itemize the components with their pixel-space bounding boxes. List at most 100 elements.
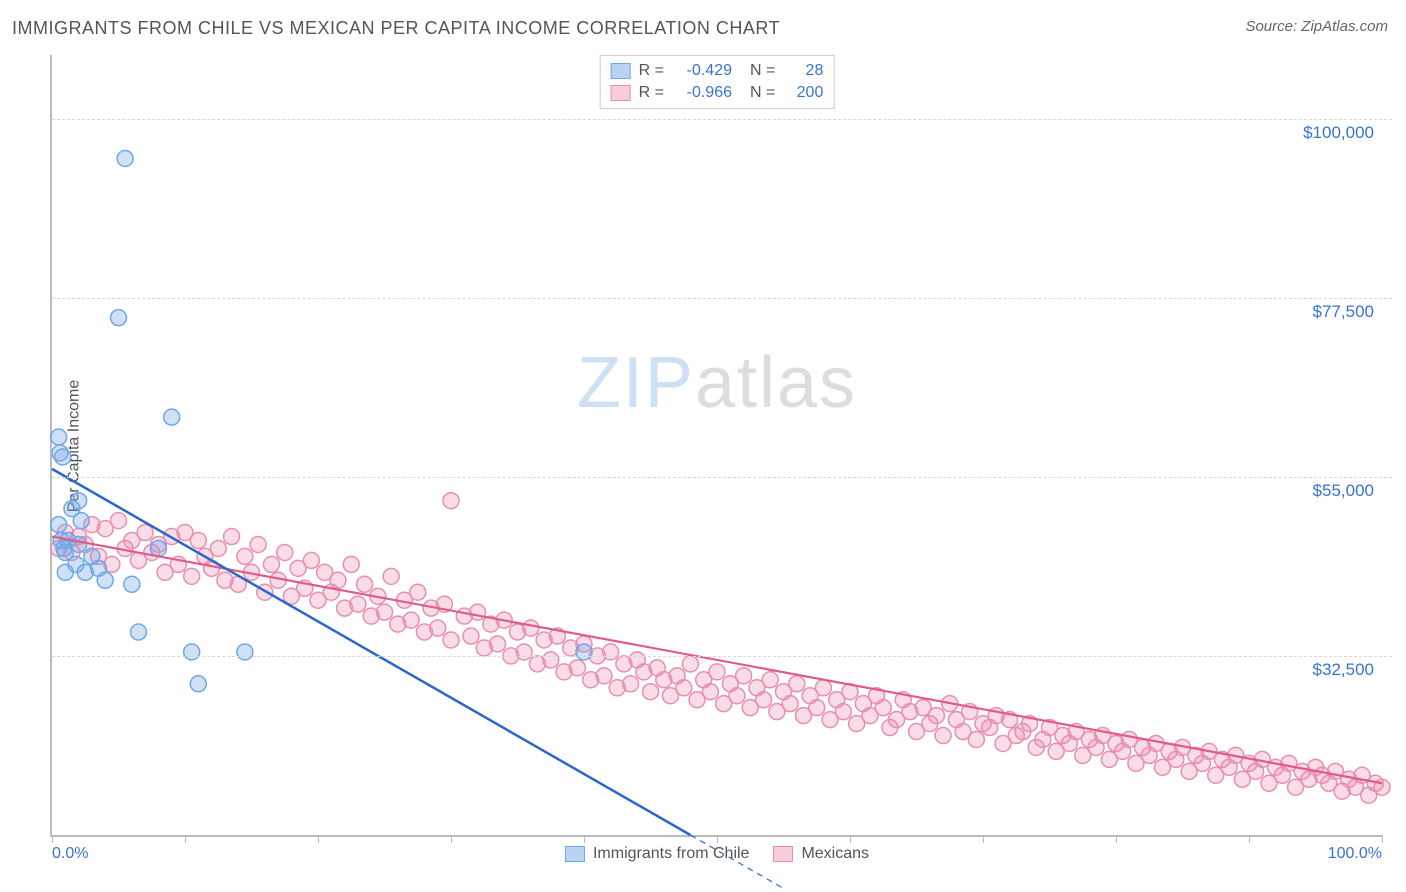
gridline: [52, 477, 1392, 478]
legend-n-value: 28: [783, 60, 823, 82]
x-tick: [1382, 835, 1383, 843]
trendline: [52, 537, 1382, 784]
chile-point: [164, 409, 180, 425]
x-tick: [584, 835, 585, 843]
mexicans-point: [330, 572, 346, 588]
gridline: [52, 656, 1392, 657]
x-tick: [1249, 835, 1250, 843]
legend-r-label: R =: [639, 60, 664, 82]
mexicans-point: [569, 660, 585, 676]
mexicans-point: [210, 540, 226, 556]
legend-swatch: [773, 846, 793, 862]
mexicans-point: [224, 529, 240, 545]
mexicans-point: [403, 612, 419, 628]
mexicans-point: [736, 668, 752, 684]
y-tick-label: $32,500: [1313, 660, 1374, 680]
chile-point: [184, 644, 200, 660]
mexicans-point: [277, 544, 293, 560]
gridline: [52, 298, 1392, 299]
legend-swatch: [565, 846, 585, 862]
mexicans-point: [490, 636, 506, 652]
x-tick-label: 0.0%: [52, 845, 88, 863]
chile-point: [55, 449, 71, 465]
x-tick-label: 100.0%: [1328, 845, 1382, 863]
legend-n-label: N =: [750, 82, 775, 104]
x-tick: [52, 835, 53, 843]
mexicans-point: [709, 664, 725, 680]
y-tick-label: $100,000: [1303, 123, 1374, 143]
source-attribution: Source: ZipAtlas.com: [1245, 18, 1388, 35]
mexicans-point: [789, 676, 805, 692]
chile-point: [51, 429, 67, 445]
legend-correlation-row: R = -0.966 N = 200: [611, 82, 824, 104]
x-tick: [850, 835, 851, 843]
mexicans-point: [343, 556, 359, 572]
chile-point: [130, 624, 146, 640]
chile-point: [51, 517, 67, 533]
chile-point: [124, 576, 140, 592]
mexicans-point: [676, 680, 692, 696]
chile-point: [117, 150, 133, 166]
legend-n-value: 200: [783, 82, 823, 104]
chile-point: [111, 310, 127, 326]
mexicans-point: [516, 644, 532, 660]
mexicans-point: [263, 556, 279, 572]
mexicans-point: [782, 696, 798, 712]
mexicans-point: [237, 548, 253, 564]
mexicans-point: [596, 668, 612, 684]
chile-point: [97, 572, 113, 588]
legend-series-item: Immigrants from Chile: [565, 845, 749, 863]
plot-area: ZIPatlas R =-0.429N =28R =-0.966N =200 I…: [50, 55, 1382, 837]
mexicans-point: [137, 525, 153, 541]
mexicans-point: [543, 652, 559, 668]
mexicans-point: [835, 704, 851, 720]
chile-point: [71, 493, 87, 509]
mexicans-point: [702, 684, 718, 700]
mexicans-point: [623, 676, 639, 692]
chile-point: [71, 536, 87, 552]
mexicans-point: [377, 604, 393, 620]
x-tick: [185, 835, 186, 843]
legend-swatch: [611, 63, 631, 79]
mexicans-point: [250, 536, 266, 552]
chart-svg: [52, 55, 1382, 835]
mexicans-point: [809, 700, 825, 716]
mexicans-point: [815, 680, 831, 696]
mexicans-point: [968, 731, 984, 747]
mexicans-point: [935, 728, 951, 744]
mexicans-point: [523, 620, 539, 636]
mexicans-point: [603, 644, 619, 660]
mexicans-point: [729, 688, 745, 704]
mexicans-point: [875, 700, 891, 716]
mexicans-point: [643, 684, 659, 700]
x-tick: [451, 835, 452, 843]
mexicans-point: [762, 672, 778, 688]
x-tick: [717, 835, 718, 843]
chile-point: [68, 556, 84, 572]
mexicans-point: [410, 584, 426, 600]
x-tick: [983, 835, 984, 843]
mexicans-point: [190, 533, 206, 549]
mexicans-point: [184, 568, 200, 584]
mexicans-point: [756, 692, 772, 708]
mexicans-point: [303, 552, 319, 568]
legend-series-item: Mexicans: [773, 845, 869, 863]
legend-r-label: R =: [639, 82, 664, 104]
mexicans-point: [357, 576, 373, 592]
chart-title: IMMIGRANTS FROM CHILE VS MEXICAN PER CAP…: [12, 18, 780, 39]
chile-point: [237, 644, 253, 660]
x-tick: [318, 835, 319, 843]
mexicans-point: [430, 620, 446, 636]
x-tick: [1116, 835, 1117, 843]
mexicans-point: [682, 656, 698, 672]
mexicans-point: [463, 628, 479, 644]
legend-r-value: -0.966: [672, 82, 732, 104]
legend-n-label: N =: [750, 60, 775, 82]
legend-correlation-row: R = -0.429 N = 28: [611, 60, 824, 82]
legend-series-label: Mexicans: [801, 845, 869, 863]
chile-point: [576, 644, 592, 660]
mexicans-point: [470, 604, 486, 620]
chile-point: [190, 676, 206, 692]
mexicans-point: [443, 632, 459, 648]
legend-r-value: -0.429: [672, 60, 732, 82]
